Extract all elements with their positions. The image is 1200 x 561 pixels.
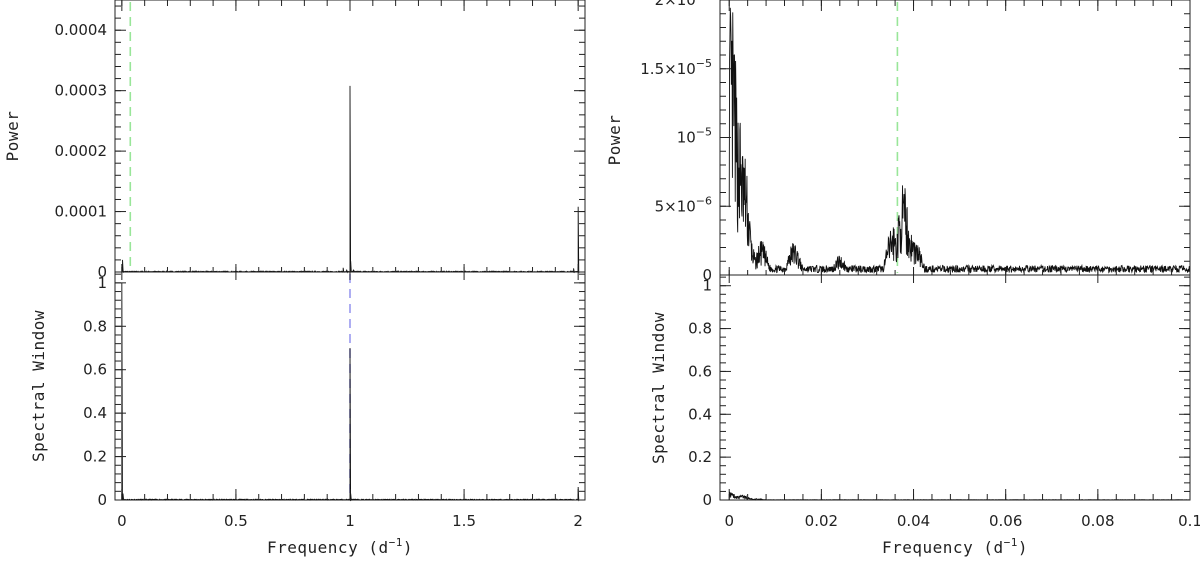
left-top-y-tick-label: 0.0002 [55,142,108,160]
right-bottom-y-tick-label: 0.6 [688,362,712,380]
left-bottom-y-tick-label: 0.2 [83,448,107,466]
left-x-tick-label: 1.5 [452,512,476,530]
left-bottom-window-trace [120,282,580,502]
right-chart: 05×10−610−51.5×10−52×10−5 Power 00.20.40… [605,0,1200,557]
left-top-y-tick-label: 0 [97,263,107,281]
right-x-tick-label: 0.08 [1081,512,1114,530]
right-bottom-y-tick-label: 0.4 [688,405,712,423]
right-top-y-tick-label: 2×10−5 [655,0,712,9]
left-top-power-trace [121,85,580,274]
left-top-y-tick-label: 0.0003 [55,82,108,100]
right-top-power-trace [728,7,1191,274]
right-top-ticks: 05×10−610−51.5×10−52×10−5 [640,0,1190,284]
left-x-ticks: 0 0.5 1 1.5 2 [117,0,583,530]
left-x-tick-label: 0 [117,512,127,530]
right-bottom-panel: 0 0.2 0.4 0.6 0.8 1 Spectral Window [649,274,1191,509]
left-x-axis-title-sup: −1 [389,536,403,549]
left-x-tick-label: 0.5 [224,512,248,530]
right-top-y-tick-mantissa: 0 [702,266,712,284]
right-top-y-tick-label: 1.5×10−5 [640,57,712,78]
right-bottom-y-tick-label: 1 [702,277,712,295]
right-x-axis-title-main: Frequency (d [882,538,1004,557]
left-top-ylabel: Power [3,111,22,162]
right-bottom-y-tick-label: 0.8 [688,320,712,338]
right-bottom-y-tick-label: 0.2 [688,448,712,466]
right-top-y-tick-mantissa: 5×10 [655,197,696,215]
left-bottom-y-tick-label: 0 [97,491,107,509]
right-top-panel: 05×10−610−51.5×10−52×10−5 Power [605,0,1191,284]
right-bottom-y-tick-label: 0 [702,491,712,509]
left-bottom-y-tick-label: 0.4 [83,404,107,422]
right-top-y-tick-exponent: −5 [696,57,712,70]
left-top-y-tick-label: 0.0004 [55,21,108,39]
left-top-y-tick-label: 0.0001 [55,203,108,221]
right-top-ylabel: Power [605,115,624,166]
right-x-tick-label: 0.1 [1178,512,1200,530]
left-bottom-y-tick-label: 0.6 [83,361,107,379]
right-top-y-tick-label: 0 [702,266,712,284]
right-x-ticks: 0 0.02 0.04 0.06 0.08 0.1 [724,0,1200,530]
left-x-tick-label: 1 [345,512,355,530]
right-x-tick-label: 0.02 [805,512,838,530]
left-x-axis-title-close: ) [403,538,413,557]
right-top-y-tick-label: 10−5 [677,126,712,147]
right-top-y-tick-exponent: −6 [696,194,712,207]
right-bottom-window-trace [728,491,1191,501]
left-bottom-ylabel: Spectral Window [29,310,48,462]
right-x-axis-title-close: ) [1018,538,1028,557]
left-x-tick-label: 2 [573,512,583,530]
right-bottom-frame [719,274,1191,501]
right-top-y-tick-label: 5×10−6 [655,194,712,215]
right-x-tick-label: 0.06 [989,512,1022,530]
left-bottom-y-tick-label: 0.8 [83,317,107,335]
left-bottom-ticks: 0 0.2 0.4 0.6 0.8 1 [83,273,585,509]
right-bottom-ticks: 0 0.2 0.4 0.6 0.8 1 [688,276,1190,509]
right-bottom-ylabel: Spectral Window [649,312,668,464]
right-top-y-tick-mantissa: 10 [677,129,696,147]
left-top-panel: 0 0.0001 0.0002 0.0003 0.0004 Power [3,0,586,281]
left-x-axis-title: Frequency (d−1) [267,536,413,557]
left-top-ticks: 0 0.0001 0.0002 0.0003 0.0004 [55,5,585,281]
left-x-axis-title-main: Frequency (d [267,538,389,557]
right-top-y-tick-mantissa: 1.5×10 [640,60,696,78]
right-x-tick-label: 0.04 [897,512,930,530]
right-x-tick-label: 0 [724,512,734,530]
right-x-axis-title: Frequency (d−1) [882,536,1028,557]
right-top-frame [719,0,1191,276]
right-top-y-tick-exponent: −5 [696,0,712,1]
right-x-axis-title-sup: −1 [1004,536,1018,549]
right-top-y-tick-mantissa: 2×10 [655,0,696,9]
right-top-y-tick-exponent: −5 [696,126,712,139]
left-bottom-panel: 0 0.2 0.4 0.6 0.8 1 Spectral Window [29,271,586,509]
left-bottom-y-tick-label: 1 [97,274,107,292]
